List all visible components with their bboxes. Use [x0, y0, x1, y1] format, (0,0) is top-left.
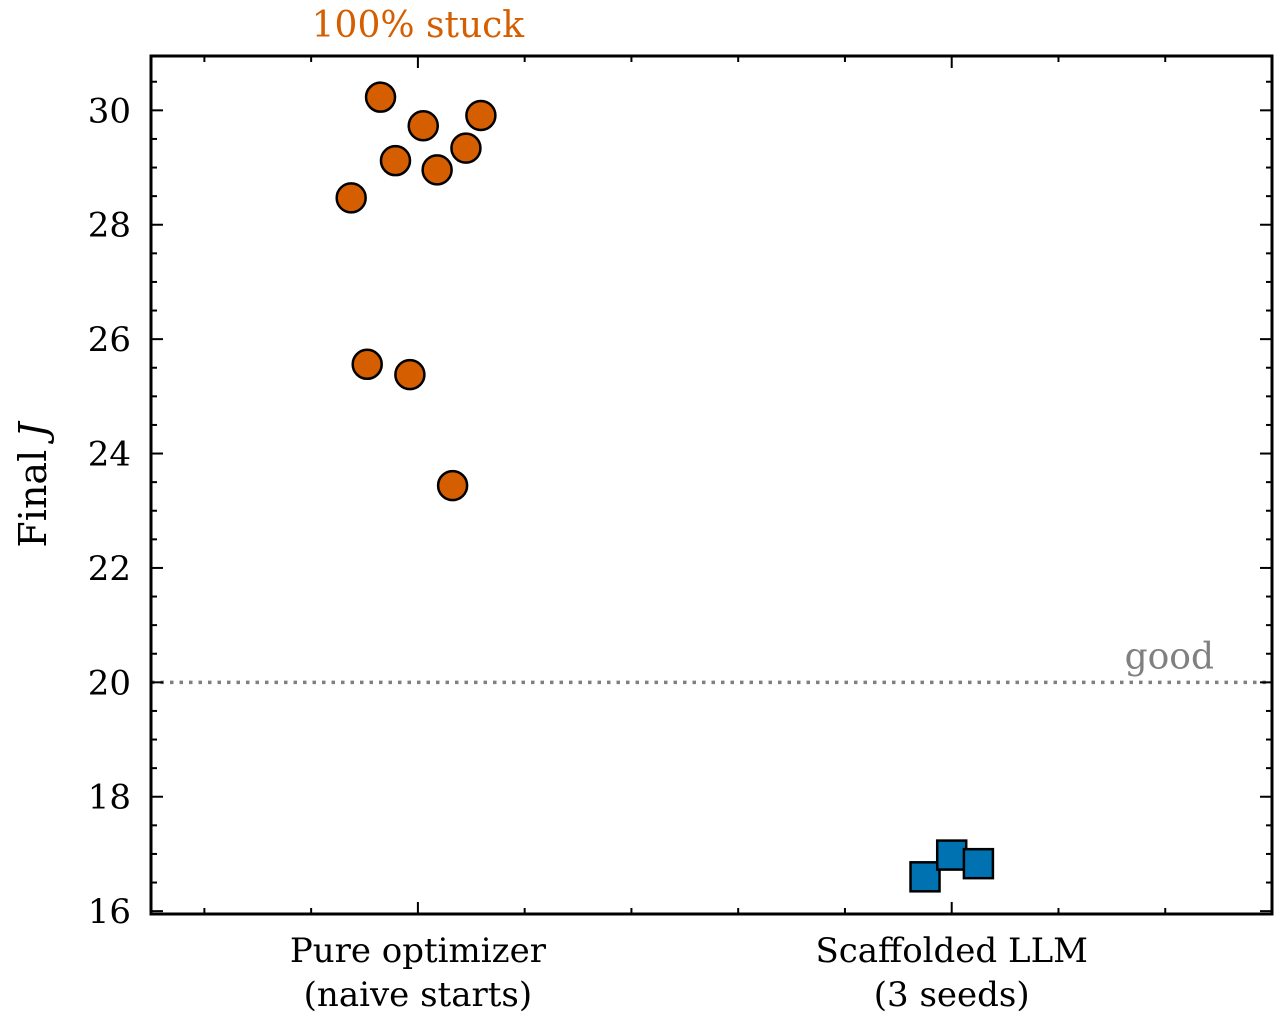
- y-tick-label: 20: [88, 663, 131, 703]
- x-category-label: (naive starts): [304, 975, 532, 1015]
- points-layer: [335, 81, 995, 893]
- data-point-circle: [465, 99, 497, 132]
- y-tick-label: 16: [88, 892, 131, 932]
- x-category-label: (3 seeds): [874, 975, 1030, 1015]
- data-point-circle: [379, 144, 412, 177]
- y-tick-label: 26: [88, 320, 131, 360]
- data-point-circle: [394, 358, 426, 391]
- y-tick-label: 24: [88, 435, 131, 475]
- y-tick-label: 30: [88, 91, 131, 131]
- data-point-circle: [436, 469, 469, 502]
- y-tick-label: 18: [88, 778, 131, 818]
- x-category-label: Pure optimizer: [290, 931, 547, 971]
- y-axis-title-text: Final: [11, 438, 55, 548]
- x-category-label: Scaffolded LLM: [815, 931, 1088, 971]
- y-tick-label: 28: [88, 206, 131, 246]
- data-point-square: [962, 847, 995, 880]
- data-point-circle: [450, 132, 482, 164]
- labels-layer: good 16 18 20 22 24 26 28 30 Pure optimizer(naive…: [11, 5, 1214, 1015]
- data-point-square: [935, 839, 968, 871]
- data-point-circle: [421, 154, 453, 186]
- data-point-circle: [335, 182, 367, 214]
- y-tick-label: 22: [88, 549, 131, 589]
- data-point-square: [909, 861, 941, 893]
- ticks-layer: [151, 56, 1272, 914]
- y-axis-title: Final J: [11, 421, 55, 548]
- stuck-annotation: 100% stuck: [312, 5, 526, 46]
- reference-line-label: good: [1125, 636, 1214, 677]
- plot-frame: [149, 54, 1274, 916]
- data-point-circle: [364, 81, 397, 113]
- data-point-circle: [407, 110, 439, 142]
- data-point-circle: [351, 348, 383, 381]
